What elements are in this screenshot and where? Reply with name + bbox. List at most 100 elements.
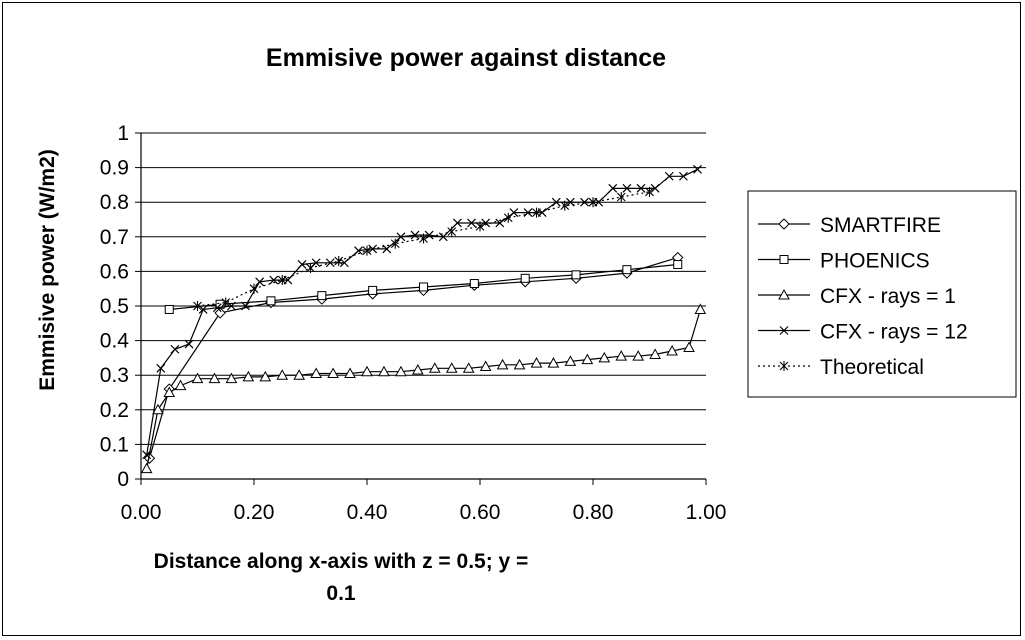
data-point [615, 350, 628, 361]
y-tick-label: 0.9 [100, 157, 129, 180]
data-point [174, 379, 187, 391]
data-point [334, 256, 344, 267]
data-point [564, 355, 577, 366]
data-point [412, 363, 424, 375]
data-point [664, 171, 674, 181]
data-point [581, 353, 594, 365]
data-point [212, 303, 222, 313]
data-point [683, 341, 695, 353]
data-point [598, 351, 611, 363]
data-point [170, 344, 180, 354]
data-point [481, 218, 491, 228]
y-tick-label: 0.8 [100, 191, 129, 214]
y-axis-title: Emmisive power (W/m2) [36, 149, 59, 391]
data-point [419, 233, 428, 244]
data-point [445, 362, 458, 373]
chart-title: Emmisive power against distance [266, 44, 666, 72]
y-tick-label: 0.5 [100, 295, 129, 318]
data-point [362, 245, 372, 256]
data-point [571, 270, 581, 280]
data-point [532, 207, 541, 218]
x-tick-label: 1.00 [686, 501, 727, 524]
data-point [396, 232, 406, 242]
data-point [242, 370, 255, 382]
data-point [249, 283, 259, 294]
series-line [146, 168, 698, 455]
data-point [306, 262, 315, 273]
data-point [361, 365, 373, 377]
data-point [156, 363, 166, 373]
data-point [163, 386, 176, 397]
legend-marker [779, 361, 789, 371]
data-point [632, 350, 645, 361]
data-point [496, 358, 509, 370]
legend-marker [778, 288, 790, 300]
data-point [276, 369, 289, 380]
x-tick-label: 0.40 [347, 501, 388, 524]
data-point [622, 265, 632, 275]
legend-label: CFX - rays = 12 [820, 321, 968, 344]
data-point [428, 362, 441, 373]
data-point [214, 307, 226, 319]
data-point [293, 369, 306, 380]
x-tick-label: 0.00 [121, 501, 162, 524]
data-point [395, 365, 407, 377]
data-point [495, 218, 505, 228]
data-point [277, 275, 287, 286]
data-point [588, 197, 598, 208]
legend-marker [778, 218, 790, 230]
legend-marker [779, 255, 789, 264]
data-point [191, 372, 204, 384]
y-tick-label: 1 [117, 122, 129, 145]
data-point [255, 277, 265, 287]
x-tick-label: 0.20 [234, 501, 275, 524]
data-point [354, 246, 363, 256]
y-tick-label: 0.4 [100, 330, 130, 353]
data-point [513, 358, 526, 370]
data-point [645, 186, 654, 197]
legend-entry: Theoretical [758, 356, 924, 379]
x-axis-title-line-1: Distance along x-axis with z = 0.5; y = [154, 550, 529, 573]
data-point [419, 282, 428, 292]
series-1 [164, 259, 683, 314]
data-point [608, 183, 618, 193]
data-point [184, 339, 194, 349]
y-tick-label: 0.6 [100, 260, 129, 283]
data-point [622, 183, 632, 193]
data-point [317, 291, 327, 301]
series-line [197, 191, 650, 307]
data-point [678, 171, 688, 181]
series-4 [193, 186, 654, 311]
series-line [148, 257, 678, 459]
legend-entry: SMARTFIRE [758, 214, 941, 237]
data-point [310, 367, 322, 378]
y-tick-label: 0 [117, 468, 129, 491]
data-point [226, 301, 236, 311]
series-2 [140, 303, 707, 474]
axes: 0 0.1 0.2 0.3 0.4 0.5 0.6 0.7 0.8 0.9 1 0.00 0.20 0.4… [100, 122, 727, 524]
data-point [530, 357, 543, 368]
y-tick-label: 0.7 [100, 226, 129, 249]
y-tick-label: 0.2 [100, 399, 129, 422]
data-point [649, 348, 661, 359]
legend-marker [779, 326, 789, 335]
data-point [142, 450, 152, 460]
data-point [580, 197, 589, 207]
legend-label: SMARTFIRE [820, 214, 941, 237]
legend-entry: CFX - rays = 1 [758, 285, 956, 308]
data-point [462, 362, 475, 373]
data-point [164, 304, 174, 314]
legend: SMARTFIRE PHOENICS CFX - rays = 1 CFX - ray… [747, 190, 1017, 398]
data-point [503, 212, 513, 223]
data-point [259, 370, 272, 382]
data-point [193, 301, 202, 311]
x-tick-label: 0.60 [460, 501, 501, 524]
data-point [269, 275, 279, 285]
legend-label: PHOENICS [820, 250, 930, 273]
legend-entry: CFX - rays = 12 [758, 321, 968, 344]
data-point [438, 232, 448, 242]
data-point [469, 279, 479, 289]
y-tick-label: 0.3 [100, 364, 129, 387]
data-point [547, 357, 560, 368]
legend-label: CFX - rays = 1 [820, 285, 956, 308]
